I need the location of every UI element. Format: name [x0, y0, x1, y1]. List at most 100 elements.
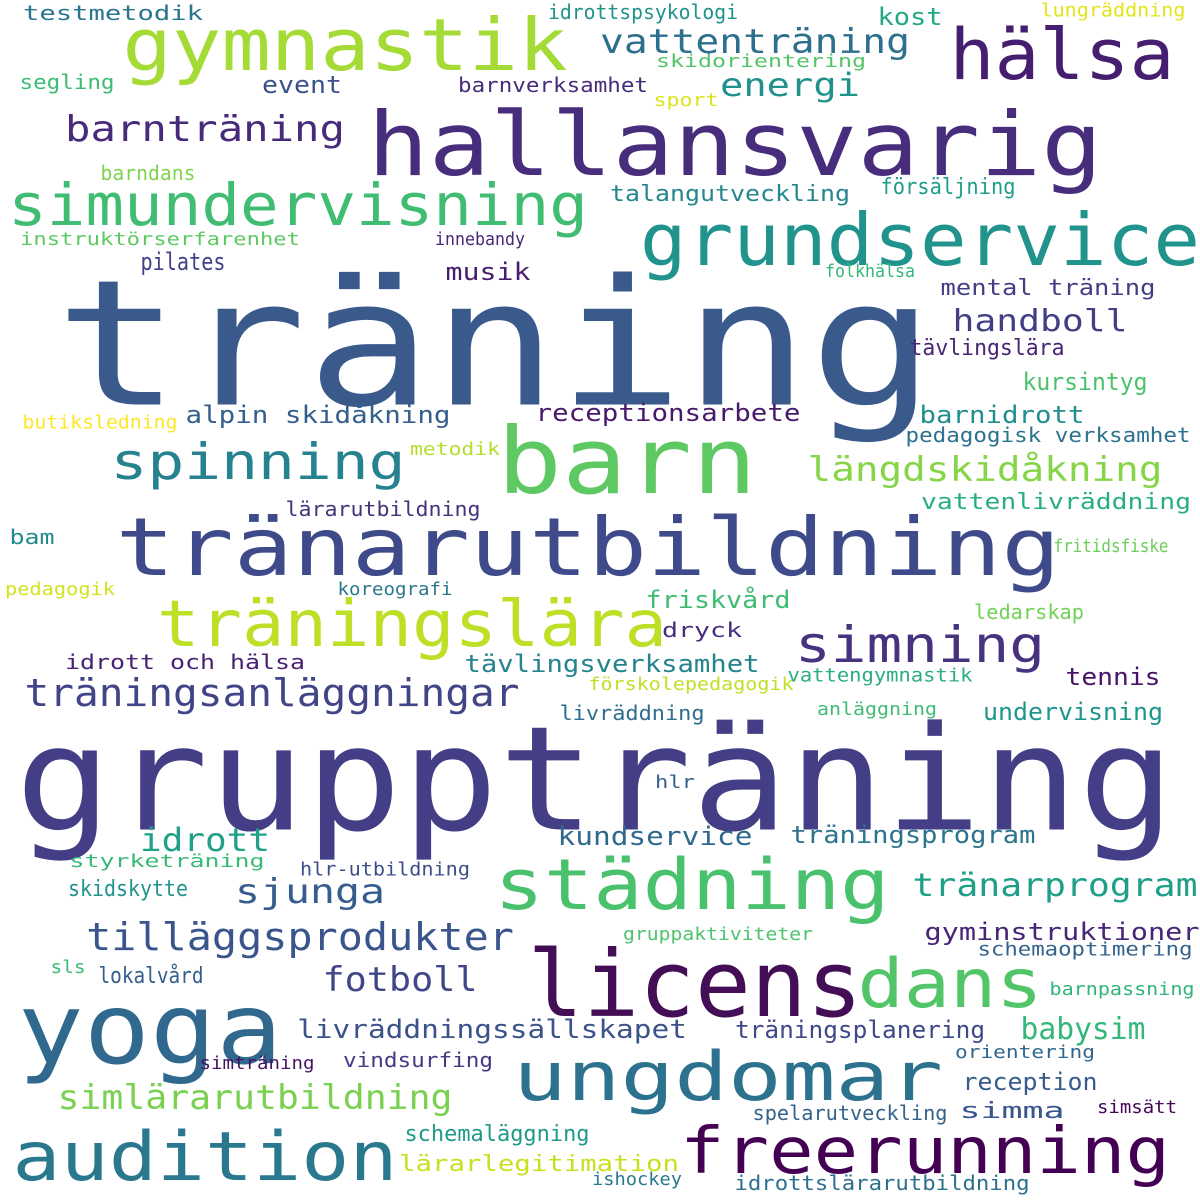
- word: träningsprogram: [790, 821, 1036, 849]
- word: gyminstruktioner: [924, 918, 1200, 946]
- word: barnpassning: [1049, 979, 1195, 1000]
- word: lärarlegitimation: [399, 1152, 679, 1177]
- word: folkhälsa: [824, 261, 916, 282]
- word: vattenträning: [599, 22, 911, 62]
- word: grundservice: [639, 198, 1200, 282]
- word: idrottslärarutbildning: [734, 1171, 1030, 1195]
- word: tilläggsprodukter: [86, 915, 514, 959]
- word: styrketräning: [69, 851, 265, 872]
- word: innebandy: [434, 229, 526, 250]
- word: fritidsfiske: [1053, 536, 1169, 557]
- word: audition: [12, 1118, 398, 1197]
- word: kundservice: [557, 822, 753, 852]
- word: ishockey: [592, 1169, 682, 1190]
- word: musik: [445, 258, 531, 286]
- word: pedagogik: [4, 579, 116, 600]
- word: freerunning: [680, 1115, 1170, 1189]
- word: ledarskap: [973, 600, 1085, 624]
- word: energi: [720, 66, 860, 104]
- word: gruppträning: [15, 695, 1175, 865]
- word: livräddningssällskapet: [297, 1015, 687, 1045]
- word: dans: [857, 945, 1043, 1024]
- word: hälsa: [949, 14, 1175, 96]
- word: simundervisning: [8, 171, 588, 239]
- word: förskolepedagogik: [588, 674, 794, 695]
- word: barnträning: [65, 109, 345, 150]
- word: hallansvarig: [367, 93, 1103, 196]
- word: skidskytte: [67, 877, 189, 902]
- word: barn: [497, 408, 757, 515]
- word: receptionsarbete: [535, 399, 801, 427]
- word: hlr-utbildning: [300, 858, 470, 881]
- word: babysim: [1020, 1012, 1146, 1047]
- word: sjunga: [235, 872, 385, 912]
- word: sport: [653, 90, 719, 111]
- word: tävlingsverksamhet: [464, 650, 760, 678]
- word: gymnastik: [122, 3, 568, 87]
- word: schemaoptimering: [977, 938, 1193, 961]
- word: hlr: [655, 772, 695, 793]
- word: undervisning: [983, 698, 1163, 726]
- word: reception: [962, 1068, 1098, 1096]
- word: dryck: [662, 618, 742, 642]
- word: segling: [19, 70, 115, 94]
- word: träningsplanering: [734, 1016, 986, 1044]
- word: event: [262, 71, 342, 99]
- word: längdskidåkning: [807, 450, 1163, 490]
- word: simträning: [199, 1053, 315, 1074]
- word: spinning: [110, 433, 406, 491]
- word: skidorientering: [655, 51, 867, 72]
- word: kursintyg: [1022, 368, 1148, 396]
- word: gruppaktiviteter: [622, 924, 814, 945]
- word: lungräddning: [1040, 0, 1186, 22]
- word: koreografi: [337, 579, 453, 600]
- word: lärarutbildning: [285, 497, 481, 521]
- word: pilates: [140, 248, 226, 276]
- word: simning: [795, 616, 1045, 674]
- word: träningslära: [157, 588, 667, 662]
- word: lokalvård: [98, 964, 204, 989]
- word: simlärarutbildning: [57, 1078, 453, 1118]
- word: anläggning: [817, 699, 937, 720]
- word: tränarprogram: [912, 866, 1198, 904]
- word: instruktörserfarenhet: [20, 229, 300, 250]
- word: träning: [55, 243, 935, 447]
- word: testmetodik: [22, 1, 204, 25]
- word: städning: [494, 844, 890, 926]
- word: metodik: [410, 439, 500, 460]
- word: talangutveckling: [610, 182, 850, 207]
- word: tennis: [1065, 663, 1161, 691]
- word: tränarutbildning: [115, 501, 1061, 594]
- word: träningsanläggningar: [24, 671, 520, 715]
- word: simsätt: [1096, 1097, 1178, 1118]
- word: vindsurfing: [343, 1048, 493, 1072]
- word: alpin skidåkning: [185, 401, 451, 429]
- word: försäljning: [880, 175, 1016, 200]
- word: livräddning: [559, 701, 705, 725]
- word: handboll: [952, 304, 1128, 339]
- word: tävlingslära: [909, 336, 1065, 361]
- word: yoga: [17, 973, 283, 1087]
- word: kost: [877, 3, 943, 31]
- word: barnverksamhet: [458, 73, 648, 97]
- word: simma: [959, 1099, 1065, 1124]
- word: pedagogisk verksamhet: [905, 423, 1191, 447]
- word: barndans: [100, 161, 196, 185]
- word: vattengymnastik: [787, 664, 973, 687]
- word: butiksledning: [22, 411, 178, 434]
- word: spelarutveckling: [752, 1101, 948, 1125]
- word: schemaläggning: [404, 1122, 590, 1147]
- word: orientering: [955, 1042, 1095, 1063]
- word: barnidrott: [919, 401, 1085, 429]
- word: bam: [9, 525, 55, 549]
- word: idrottspsykologi: [548, 0, 738, 24]
- word: friskvård: [645, 586, 791, 614]
- word: licens: [527, 931, 863, 1038]
- word: idrott och hälsa: [64, 650, 306, 674]
- word: mental träning: [940, 276, 1156, 301]
- word: fotboll: [322, 960, 478, 1000]
- word: idrott: [139, 821, 271, 859]
- word: vattenlivräddning: [921, 490, 1191, 515]
- word: sls: [50, 957, 86, 978]
